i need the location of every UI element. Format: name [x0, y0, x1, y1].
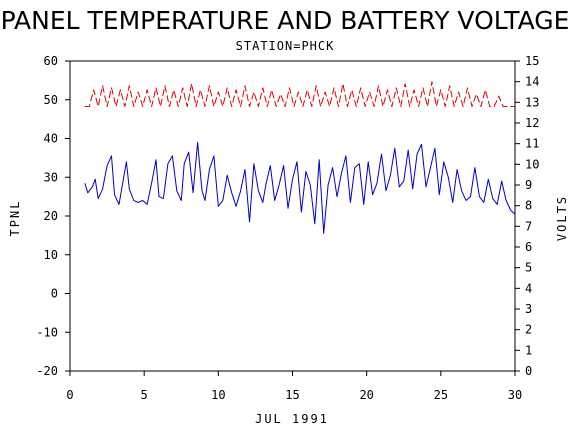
series-group	[84, 81, 516, 234]
y-left-tick-label: -10	[36, 325, 58, 339]
y-right-tick-label: 13	[525, 95, 539, 109]
y-left-tick-label: 20	[44, 209, 58, 223]
y-right-tick-label: 12	[525, 116, 539, 130]
y-right-tick-label: 7	[525, 219, 532, 233]
y-left-tick-label: 40	[44, 132, 58, 146]
y-right-tick-label: 14	[525, 75, 539, 89]
y-axis-right-label: VOLTS	[555, 195, 569, 241]
y-left-tick-label: -20	[36, 364, 58, 378]
y-axis-left: -20 -10 0 10 20 30 40 50 60	[36, 54, 70, 378]
y-right-tick-label: 2	[525, 323, 532, 337]
y-right-tick-label: 6	[525, 240, 532, 254]
y-right-tick-label: 0	[525, 364, 532, 378]
x-tick-label: 20	[359, 388, 373, 402]
y-axis-left-label: TPNL	[8, 200, 22, 237]
y-right-tick-label: 5	[525, 261, 532, 275]
y-left-tick-label: 50	[44, 93, 58, 107]
temperature-series-line	[84, 141, 516, 234]
y-left-tick-label: 10	[44, 248, 58, 262]
x-tick-label: 10	[211, 388, 225, 402]
x-axis-label: JUL 1991	[255, 412, 329, 426]
plot-frame	[69, 60, 516, 372]
x-tick-label: 0	[66, 388, 73, 402]
y-right-tick-label: 1	[525, 343, 532, 357]
chart-subtitle: STATION=PHCK	[236, 39, 335, 53]
y-right-tick-label: 9	[525, 178, 532, 192]
y-right-tick-label: 11	[525, 137, 539, 151]
y-left-tick-label: 60	[44, 54, 58, 68]
y-left-tick-label: 0	[51, 287, 58, 301]
chart-title: PANEL TEMPERATURE AND BATTERY VOLTAGE	[1, 6, 570, 35]
y-right-tick-label: 8	[525, 199, 532, 213]
x-tick-label: 15	[285, 388, 299, 402]
voltage-series-line	[84, 81, 515, 107]
y-left-tick-label: 30	[44, 170, 58, 184]
y-right-tick-label: 3	[525, 302, 532, 316]
y-right-tick-label: 15	[525, 54, 539, 68]
x-tick-label: 25	[434, 388, 448, 402]
x-axis: 0 5 10 15 20 25 30	[66, 371, 522, 402]
y-right-tick-label: 4	[525, 281, 532, 295]
x-tick-label: 30	[508, 388, 522, 402]
x-tick-label: 5	[141, 388, 148, 402]
y-right-tick-label: 10	[525, 157, 539, 171]
